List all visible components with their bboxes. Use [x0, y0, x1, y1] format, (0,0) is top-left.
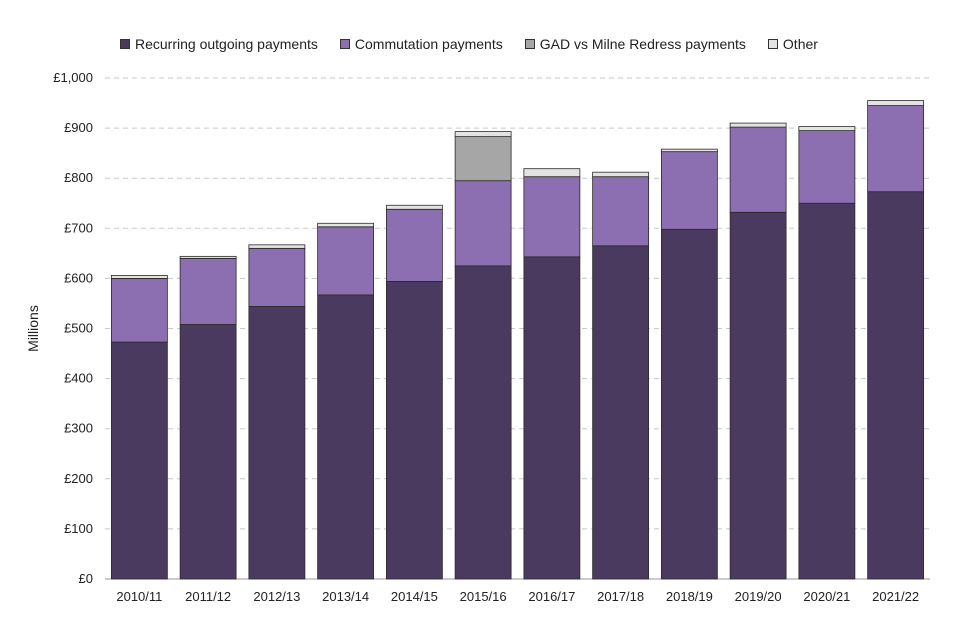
bar-segment-recurring: [660, 228, 718, 580]
legend-item-gad-milne: GAD vs Milne Redress payments: [524, 36, 746, 52]
x-tick-label: 2017/18: [597, 589, 644, 604]
legend: Recurring outgoing payments Commutation …: [120, 36, 840, 52]
y-axis-title: Millions: [25, 305, 41, 352]
bar-segment-recurring: [729, 211, 787, 580]
legend-item-other: Other: [767, 36, 818, 52]
y-tick-label: £900: [64, 120, 93, 135]
bar-segment-gad-milne: [454, 136, 512, 182]
bar-segment-recurring: [523, 256, 581, 580]
y-tick-label: £0: [79, 571, 93, 586]
bar-segment-commutation: [592, 176, 650, 247]
x-tick-label: 2014/15: [391, 589, 438, 604]
legend-swatch-other: [767, 39, 778, 49]
bar-segment-commutation: [729, 126, 787, 213]
bar-segment-other: [179, 255, 237, 259]
x-tick-label: 2020/21: [803, 589, 850, 604]
legend-swatch-recurring: [120, 39, 130, 49]
bar-segment-commutation: [798, 130, 856, 204]
bar-segment-commutation: [385, 208, 443, 282]
y-tick-label: £600: [64, 270, 93, 285]
bar-segment-recurring: [179, 324, 237, 580]
y-tick-label: £300: [64, 421, 93, 436]
bar-segment-other: [798, 126, 856, 132]
bar-segment-other: [523, 168, 581, 178]
bar-segment-recurring: [454, 265, 512, 580]
bar-segment-commutation: [523, 176, 581, 258]
x-tick-label: 2016/17: [528, 589, 575, 604]
bar-segment-commutation: [454, 180, 512, 267]
legend-label-gad-milne: GAD vs Milne Redress payments: [539, 36, 746, 52]
bar-segment-recurring: [592, 245, 650, 580]
legend-swatch-commutation: [339, 39, 350, 49]
y-tick-label: £400: [64, 371, 93, 386]
y-tick-label: £200: [64, 471, 93, 486]
bar-segment-other: [660, 148, 718, 153]
legend-item-recurring: Recurring outgoing payments: [120, 36, 318, 52]
x-tick-label: 2010/11: [116, 589, 162, 604]
bar-segment-commutation: [317, 226, 375, 296]
x-tick-label: 2021/22: [872, 589, 919, 604]
legend-swatch-gad-milne: [524, 39, 535, 49]
bar-segment-other: [592, 171, 650, 178]
legend-item-commutation: Commutation payments: [339, 36, 503, 52]
x-tick-label: 2011/12: [185, 589, 231, 604]
x-tick-label: 2012/13: [253, 589, 300, 604]
legend-label-recurring: Recurring outgoing payments: [135, 36, 318, 52]
bar-segment-commutation: [179, 257, 237, 325]
y-tick-label: £700: [64, 220, 93, 235]
bar-segment-other: [729, 122, 787, 128]
bar-segment-recurring: [867, 191, 925, 580]
legend-label-other: Other: [782, 36, 818, 52]
bar-segment-other: [867, 100, 925, 106]
bar-segment-commutation: [660, 151, 718, 230]
y-tick-label: £500: [64, 321, 93, 336]
x-tick-label: 2019/20: [735, 589, 782, 604]
bar-segment-other: [385, 204, 443, 210]
x-tick-label: 2018/19: [666, 589, 713, 604]
bar-segment-other: [454, 131, 512, 138]
bar-segment-commutation: [248, 247, 306, 307]
bar-segment-other: [110, 274, 168, 279]
bar-segment-other: [248, 244, 306, 249]
bar-segment-other: [317, 222, 375, 228]
bar-segment-recurring: [110, 341, 168, 580]
bar-segment-recurring: [385, 281, 443, 580]
bar-segment-commutation: [110, 277, 168, 343]
y-tick-label: £1,000: [53, 70, 93, 85]
y-tick-label: £800: [64, 170, 93, 185]
bar-segment-recurring: [248, 306, 306, 580]
bar-segment-commutation: [867, 105, 925, 193]
x-tick-label: 2013/14: [322, 589, 369, 604]
bar-segment-recurring: [798, 202, 856, 580]
bar-segment-recurring: [317, 294, 375, 580]
x-tick-label: 2015/16: [460, 589, 507, 604]
y-tick-label: £100: [64, 521, 93, 536]
legend-label-commutation: Commutation payments: [354, 36, 503, 52]
